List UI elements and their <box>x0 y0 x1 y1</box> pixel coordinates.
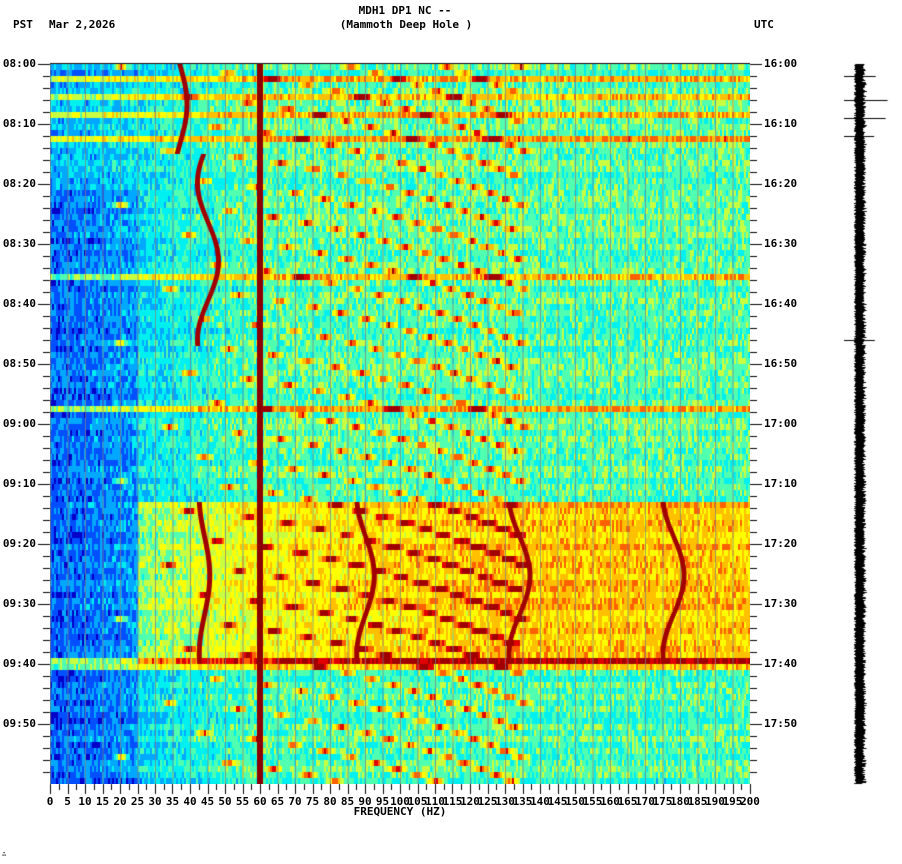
x-tick: 80 <box>323 795 337 808</box>
x-tick: 140 <box>530 795 550 808</box>
x-tick: 75 <box>305 795 320 808</box>
x-tick: 120 <box>460 795 480 808</box>
left-timezone-label: PST <box>13 18 33 31</box>
y-tick-left: 08:20 <box>2 177 36 190</box>
x-tick: 25 <box>130 795 145 808</box>
x-tick: 30 <box>148 795 162 808</box>
x-tick: 35 <box>165 795 180 808</box>
y-tick-right: 16:00 <box>764 57 798 70</box>
x-tick: 15 <box>95 795 110 808</box>
x-tick: 55 <box>235 795 250 808</box>
y-tick-left: 08:50 <box>2 357 36 370</box>
x-tick: 110 <box>425 795 445 808</box>
y-tick-right: 16:20 <box>764 177 798 190</box>
y-tick-left: 09:30 <box>2 597 36 610</box>
y-tick-left: 08:00 <box>2 57 36 70</box>
x-tick: 40 <box>183 795 197 808</box>
right-timezone-label: UTC <box>754 18 774 31</box>
y-tick-right: 16:10 <box>764 117 798 130</box>
x-tick: 200 <box>740 795 760 808</box>
y-tick-left: 08:30 <box>2 237 36 250</box>
x-tick: 0 <box>46 795 54 808</box>
y-tick-left: 08:40 <box>2 297 36 310</box>
x-tick: 180 <box>670 795 690 808</box>
x-tick: 165 <box>617 795 638 808</box>
x-tick: 130 <box>495 795 515 808</box>
x-tick: 45 <box>200 795 215 808</box>
x-tick: 100 <box>390 795 410 808</box>
y-tick-right: 17:00 <box>764 417 798 430</box>
x-tick: 105 <box>407 795 428 808</box>
x-tick: 70 <box>288 795 302 808</box>
y-tick-left: 08:10 <box>2 117 36 130</box>
spectrogram-heatmap <box>50 64 750 784</box>
x-tick: 5 <box>64 795 71 808</box>
x-tick: 85 <box>340 795 355 808</box>
seismogram-trace <box>840 60 900 790</box>
x-axis-label: FREQUENCY (HZ) <box>353 805 447 818</box>
x-tick: 10 <box>78 795 92 808</box>
y-tick-right: 17:10 <box>764 477 798 490</box>
x-tick: 185 <box>687 795 708 808</box>
x-tick: 150 <box>565 795 585 808</box>
x-tick: 60 <box>253 795 267 808</box>
x-tick: 190 <box>705 795 725 808</box>
x-tick: 135 <box>512 795 533 808</box>
y-tick-right: 17:50 <box>764 717 798 730</box>
y-tick-left: 09:00 <box>2 417 36 430</box>
y-tick-right: 17:40 <box>764 657 798 670</box>
x-tick: 20 <box>113 795 127 808</box>
y-tick-left: 09:20 <box>2 537 36 550</box>
x-tick: 125 <box>477 795 498 808</box>
x-tick: 115 <box>442 795 463 808</box>
y-tick-left: 09:40 <box>2 657 36 670</box>
x-tick: 145 <box>547 795 568 808</box>
x-tick: 50 <box>218 795 232 808</box>
x-tick: 90 <box>358 795 372 808</box>
y-tick-right: 17:30 <box>764 597 798 610</box>
y-tick-right: 17:20 <box>764 537 798 550</box>
x-tick: 160 <box>600 795 620 808</box>
date-label: Mar 2,2026 <box>49 18 116 31</box>
x-tick: 175 <box>652 795 673 808</box>
y-tick-left: 09:10 <box>2 477 36 490</box>
x-tick: 95 <box>375 795 390 808</box>
chart-title-station: MDH1 DP1 NC -- <box>358 4 452 17</box>
x-tick: 65 <box>270 795 285 808</box>
y-tick-right: 16:40 <box>764 297 798 310</box>
y-tick-right: 16:30 <box>764 237 798 250</box>
x-tick: 195 <box>722 795 743 808</box>
footer-mark: ∴ <box>2 850 7 858</box>
chart-title-location: (Mammoth Deep Hole ) <box>339 18 473 31</box>
y-tick-right: 16:50 <box>764 357 798 370</box>
y-tick-left: 09:50 <box>2 717 36 730</box>
x-tick: 155 <box>582 795 603 808</box>
x-tick: 170 <box>635 795 655 808</box>
